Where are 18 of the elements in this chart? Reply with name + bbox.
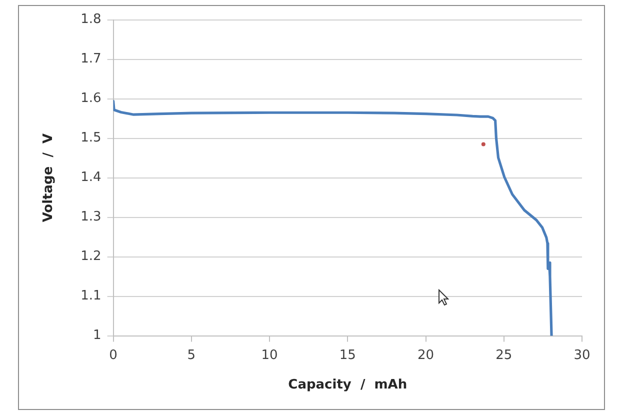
x-tick-label: 10 [261, 348, 278, 363]
x-tick-label: 30 [574, 348, 590, 363]
y-tick-label: 1.8 [80, 12, 102, 28]
y-tick-label: 1.7 [80, 52, 102, 67]
x-tick-label: 0 [109, 348, 118, 363]
x-tick-label: 5 [187, 348, 196, 363]
y-tick-label: 1.2 [80, 249, 102, 264]
x-axis-title: Capacity / mAh [288, 378, 408, 393]
x-tick-label: 20 [417, 348, 434, 363]
x-tick-label: 25 [496, 348, 512, 363]
y-tick-label: 1.4 [80, 170, 102, 186]
x-tick-label: 15 [339, 348, 356, 363]
y-tick-label: 1.5 [80, 130, 102, 146]
y-tick-label: 1.6 [80, 91, 102, 106]
y-tick-label: 1 [92, 328, 102, 344]
y-tick-label: 1.1 [80, 288, 102, 304]
y-tick-label: 1.3 [80, 210, 102, 225]
y-axis-title: Voltage / V [41, 133, 56, 222]
